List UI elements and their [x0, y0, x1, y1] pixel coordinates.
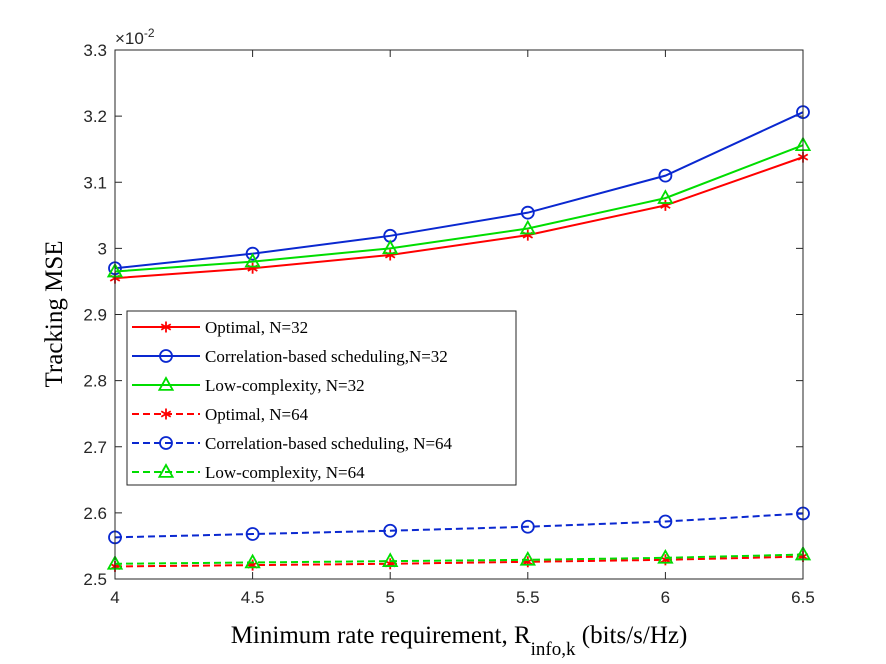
data-point	[658, 514, 673, 529]
y-tick-label: 2.9	[83, 306, 107, 325]
legend-marker	[159, 349, 173, 363]
data-point	[658, 168, 673, 183]
x-tick-label: 4	[110, 588, 119, 607]
data-point	[382, 239, 399, 255]
legend-marker	[157, 463, 175, 478]
y-tick-label: 3	[98, 239, 107, 258]
series-line	[114, 555, 804, 568]
x-axis-title-subscript: info,k	[531, 639, 576, 660]
x-axis-title-main: Minimum rate requirement, R	[231, 622, 531, 649]
data-point	[657, 548, 674, 564]
legend: Optimal, N=32 Correlation-based schedulin…	[126, 310, 517, 486]
y-tick-label: 3.2	[83, 107, 107, 126]
y-exponent-label: ×10-2	[115, 26, 155, 48]
legend-box	[126, 310, 517, 486]
legend-entry: Correlation-based scheduling, N=64	[132, 434, 453, 453]
legend-label: Correlation-based scheduling, N=64	[205, 434, 453, 453]
data-point	[383, 523, 398, 538]
legend-label: Low-complexity, N=32	[205, 376, 365, 395]
legend-label: Correlation-based scheduling,N=32	[205, 347, 448, 366]
y-axis-title: Tracking MSE	[41, 240, 68, 387]
legend-entry: Correlation-based scheduling,N=32	[132, 347, 448, 366]
y-tick-label: 2.5	[83, 570, 107, 589]
legend-marker	[157, 376, 175, 391]
y-tick-label: 3.3	[83, 41, 107, 60]
data-point	[519, 219, 536, 235]
y-tick-label: 2.8	[83, 372, 107, 391]
series-line	[114, 144, 804, 273]
legend-entry: Low-complexity, N=32	[132, 376, 365, 395]
data-point	[657, 189, 674, 204]
x-tick-label: 5.5	[516, 588, 540, 607]
y-exponent-power: -2	[144, 26, 155, 40]
y-tick-label: 2.7	[83, 438, 107, 457]
series-line	[114, 111, 804, 270]
data-point	[519, 550, 536, 566]
legend-label: Optimal, N=64	[205, 405, 309, 424]
x-tick-labels: 4 4.5 5 5.5 6 6.5	[110, 588, 815, 607]
legend-entry: Optimal, N=64	[132, 405, 309, 424]
legend-entry: Low-complexity, N=64	[132, 463, 365, 482]
data-point	[245, 527, 260, 541]
series-lines	[106, 105, 812, 572]
data-point	[244, 553, 261, 569]
x-axis-title-suffix: (bits/s/Hz)	[576, 622, 688, 649]
x-tick-label: 6.5	[791, 588, 815, 607]
y-tick-labels: 2.5 2.6 2.7 2.8 2.9 3 3.1 3.2 3.3	[83, 41, 107, 589]
legend-marker	[159, 436, 173, 450]
legend-entry: Optimal, N=32	[132, 318, 308, 337]
series-line	[114, 512, 804, 539]
data-point	[244, 252, 261, 268]
y-tick-label: 2.6	[83, 504, 107, 523]
data-point	[520, 519, 535, 534]
series-line	[114, 553, 804, 565]
legend-marker	[160, 321, 172, 333]
x-tick-label: 6	[661, 588, 670, 607]
legend-marker	[160, 408, 172, 420]
data-point	[520, 205, 535, 220]
y-exponent-base: ×10	[115, 29, 144, 48]
legend-label: Optimal, N=32	[205, 318, 308, 337]
data-point	[245, 246, 260, 261]
x-tick-label: 4.5	[241, 588, 265, 607]
x-tick-label: 5	[385, 588, 394, 607]
plot-frame	[114, 49, 804, 580]
legend-label: Low-complexity, N=64	[205, 463, 365, 482]
data-point	[382, 552, 399, 567]
x-axis-title: Minimum rate requirement, Rinfo,k (bits/…	[231, 622, 688, 660]
series-3	[106, 136, 812, 278]
series-line	[114, 156, 804, 280]
y-tick-label: 3.1	[83, 173, 107, 192]
